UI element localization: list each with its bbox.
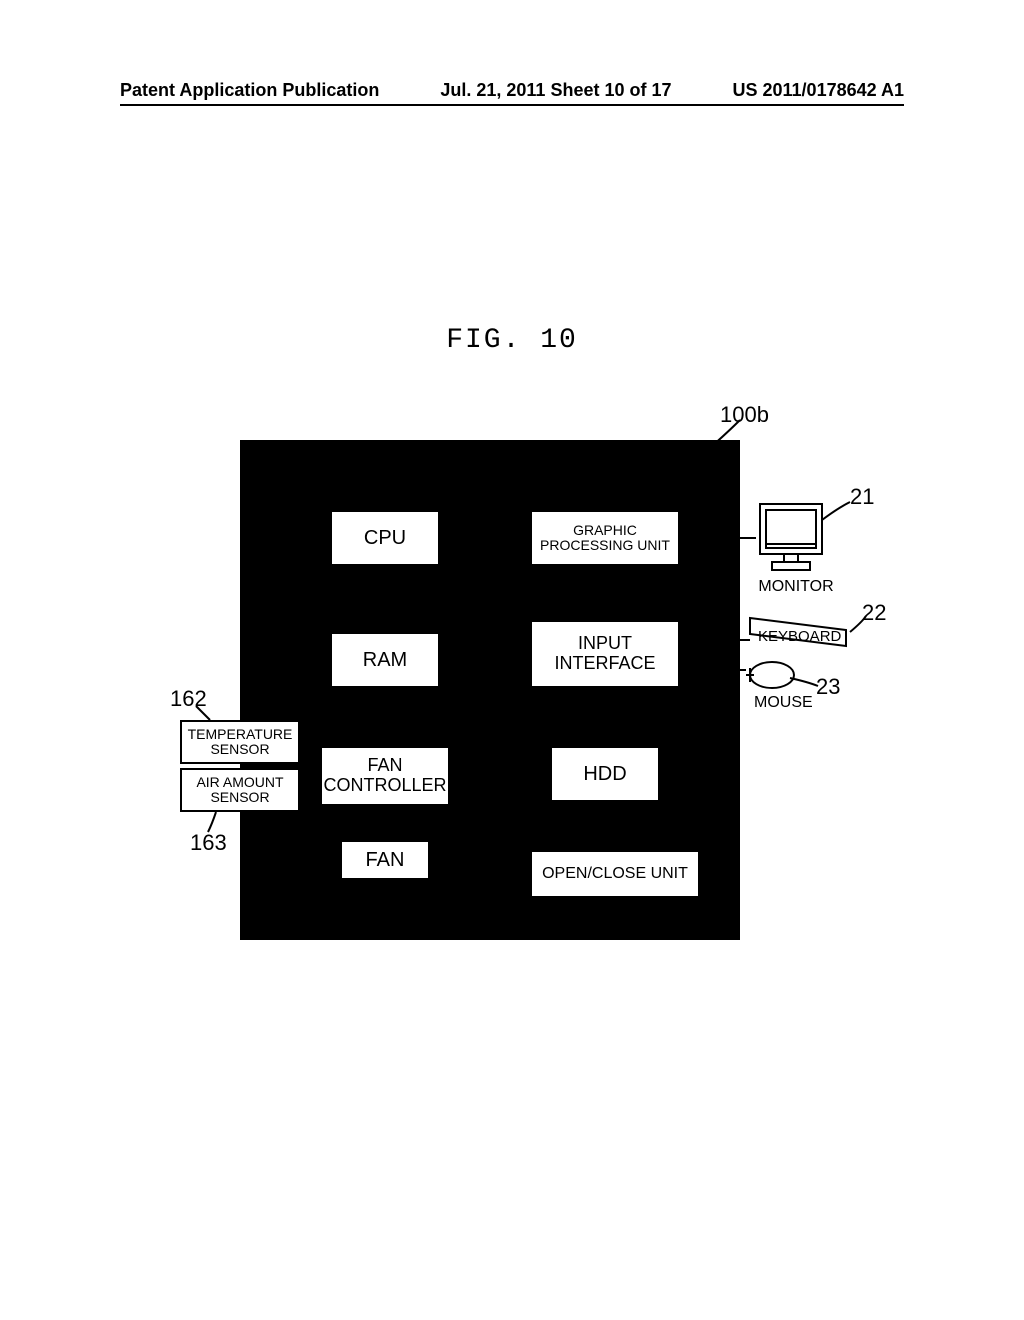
ref-140: 140 <box>570 478 607 504</box>
mouse-icon <box>742 658 798 692</box>
header-right: US 2011/0178642 A1 <box>733 80 904 101</box>
ref-160: 160 <box>340 712 377 738</box>
node-hdd-label: HDD <box>583 763 626 785</box>
node-ocu-label: OPEN/CLOSE UNIT <box>542 865 688 883</box>
node-open-close-unit: OPEN/CLOSE UNIT <box>530 850 700 898</box>
node-temperature-sensor: TEMPERATURE SENSOR <box>180 720 300 764</box>
node-fan-controller: FAN CONTROLLER <box>320 746 450 806</box>
ref-120: 120 <box>348 600 385 626</box>
header-center: Jul. 21, 2011 Sheet 10 of 17 <box>440 80 671 101</box>
node-gpu-label: GRAPHIC PROCESSING UNIT <box>540 523 670 554</box>
figure-title: FIG. 10 <box>0 325 1024 356</box>
keyboard-label: KEYBOARD <box>758 628 841 645</box>
ref-170: 170 <box>570 816 607 842</box>
header-rule <box>120 104 904 106</box>
ref-130: 130 <box>640 712 677 738</box>
page-header: Patent Application Publication Jul. 21, … <box>120 80 904 101</box>
node-fan-label: FAN <box>366 849 405 871</box>
mouse-label: MOUSE <box>754 694 813 712</box>
ref-162: 162 <box>170 686 207 712</box>
block-diagram: INFORMATION PROCESSING APPARATUS 100b 18… <box>150 400 870 940</box>
main-box-title: INFORMATION PROCESSING APPARATUS <box>240 444 740 465</box>
node-air-amount-sensor: AIR AMOUNT SENSOR <box>180 768 300 812</box>
ref-100b: 100b <box>720 402 769 428</box>
page-root: Patent Application Publication Jul. 21, … <box>0 0 1024 1320</box>
ref-110: 110 <box>348 478 383 504</box>
node-hdd: HDD <box>550 746 660 802</box>
node-ram-label: RAM <box>363 649 407 671</box>
ref-22: 22 <box>862 600 886 626</box>
ref-23: 23 <box>816 674 840 700</box>
ref-161: 161 <box>442 824 479 850</box>
node-cpu: CPU <box>330 510 440 566</box>
ref-21: 21 <box>850 484 874 510</box>
node-gpu: GRAPHIC PROCESSING UNIT <box>530 510 680 566</box>
node-cpu-label: CPU <box>364 527 406 549</box>
node-input-label: INPUT INTERFACE <box>554 634 655 674</box>
node-temp-label: TEMPERATURE SENSOR <box>188 727 293 758</box>
node-ram: RAM <box>330 632 440 688</box>
node-fan: FAN <box>340 840 430 880</box>
ref-150: 150 <box>640 590 677 616</box>
node-fanctl-label: FAN CONTROLLER <box>323 756 446 796</box>
monitor-icon <box>756 500 826 576</box>
ref-163: 163 <box>190 830 227 856</box>
header-left: Patent Application Publication <box>120 80 379 101</box>
monitor-label: MONITOR <box>756 578 836 596</box>
ref-180: 180 <box>494 464 531 490</box>
node-air-label: AIR AMOUNT SENSOR <box>196 775 283 806</box>
node-input-interface: INPUT INTERFACE <box>530 620 680 688</box>
